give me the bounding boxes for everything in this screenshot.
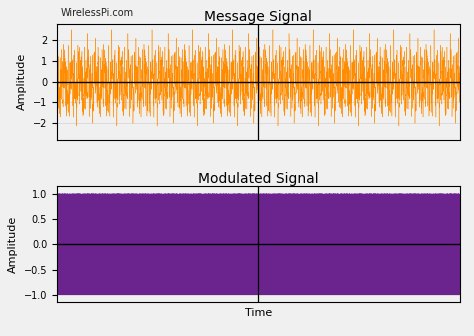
Y-axis label: Amplitude: Amplitude <box>17 53 27 110</box>
Text: WirelessPi.com: WirelessPi.com <box>61 8 134 18</box>
Y-axis label: Amplitude: Amplitude <box>8 216 18 273</box>
Title: Modulated Signal: Modulated Signal <box>198 172 319 186</box>
X-axis label: Time: Time <box>245 308 272 318</box>
Title: Message Signal: Message Signal <box>204 9 312 24</box>
